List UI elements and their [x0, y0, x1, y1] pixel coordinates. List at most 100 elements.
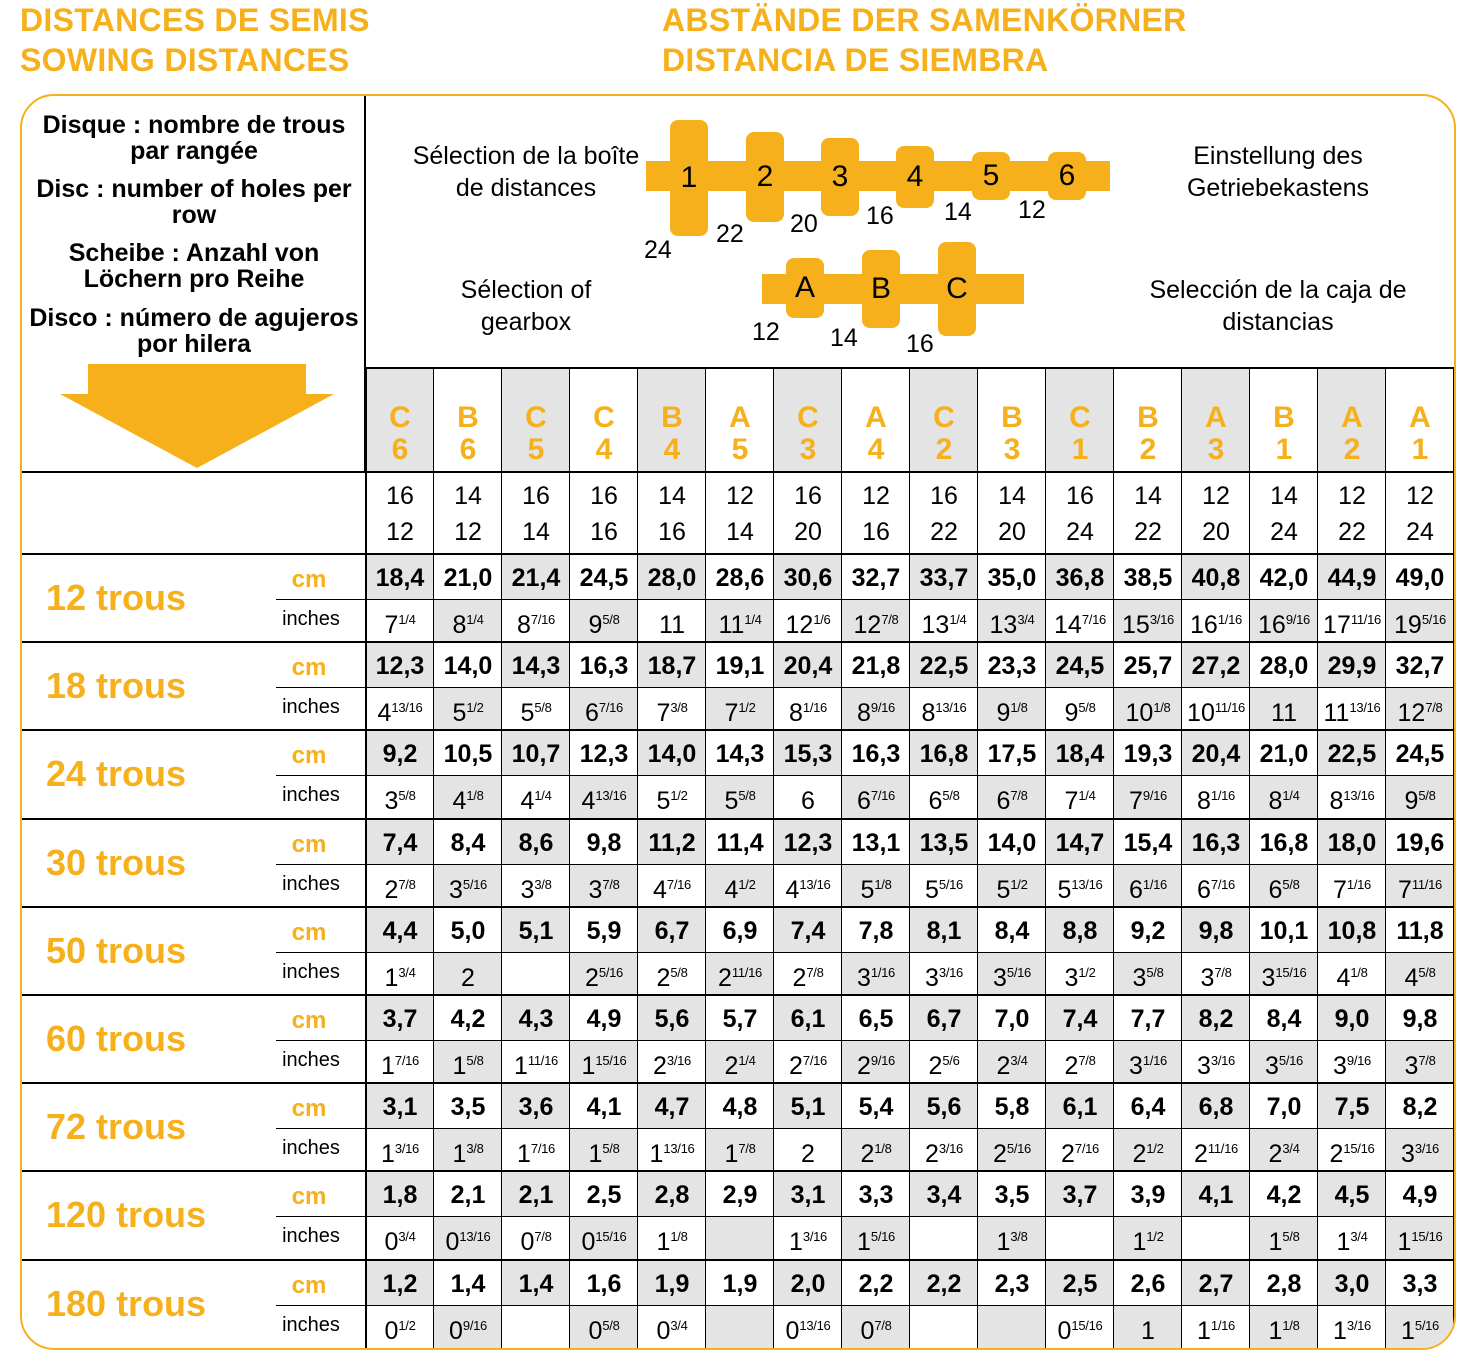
title-es: DISTANCIA DE SIEMBRA [662, 42, 1049, 78]
inch-value: 95/8 [570, 600, 638, 645]
inch-value: 37/8 [1386, 1041, 1454, 1086]
cm-value: 44,9 [1327, 564, 1377, 592]
inch-fraction: 1/6 [813, 612, 831, 627]
inch-fraction: 1/8 [1153, 700, 1171, 716]
inch-whole: 1 [1132, 1228, 1147, 1257]
cm-value: 21,0 [443, 564, 493, 592]
inch-whole: 16 [1190, 611, 1218, 639]
inch-value: 95/8 [1046, 688, 1114, 733]
gear-bar [646, 161, 1110, 191]
inch-value: 81/4 [1250, 776, 1318, 821]
column-number: 3 [1003, 433, 1021, 466]
inch-fraction: 5/16 [1278, 1053, 1303, 1068]
inch-value: 81/4 [434, 600, 502, 645]
inch-value: 65/8 [910, 776, 978, 821]
inch-whole: 3 [924, 963, 939, 992]
cm-value: 30,6 [783, 564, 833, 592]
inch-whole: 5 [924, 875, 939, 904]
inch-value: 33/8 [502, 865, 570, 910]
divider-line [366, 367, 1454, 369]
cm-cell-shade [1046, 906, 1114, 953]
cm-unit-label: cm [291, 830, 327, 858]
inch-fraction: 1/16 [1210, 1317, 1235, 1333]
teeth-bottom: 24 [1270, 518, 1298, 546]
cm-value: 8,4 [1266, 1005, 1302, 1033]
inch-whole: 5 [860, 875, 875, 904]
cm-value: 11,8 [1396, 916, 1444, 945]
inch-value: 013/16 [774, 1306, 842, 1348]
inch-value: 211/16 [706, 953, 774, 998]
cm-value: 19,3 [1123, 740, 1173, 769]
cm-value: 4,7 [654, 1093, 690, 1122]
column-number: 4 [595, 433, 613, 466]
column-shade [774, 368, 842, 472]
inch-whole: 2 [1060, 1140, 1075, 1169]
cm-value: 1,9 [654, 1269, 690, 1298]
inch-cell-shade [978, 952, 1046, 995]
inch-cell-shade [1114, 864, 1182, 907]
cm-value: 8,6 [518, 828, 554, 857]
inch-fraction: 15/16 [595, 1229, 627, 1245]
cm-cell-shade [774, 818, 842, 865]
inch-fraction: 11/16 [527, 1053, 558, 1068]
teeth-top: 16 [386, 482, 414, 510]
row-label: 180 trous [46, 1282, 207, 1324]
inch-fraction: 1/8 [1350, 964, 1368, 980]
cm-unit-label: cm [291, 1007, 327, 1034]
inch-whole: 6 [1128, 875, 1143, 904]
inch-value: 47/16 [638, 865, 706, 910]
cm-value: 7,8 [858, 916, 894, 945]
selection-de-label: Einstellung des Getriebekastens [1186, 142, 1370, 202]
row-label: 18 trous [46, 665, 187, 707]
inch-whole: 7 [1332, 875, 1347, 904]
inch-cell-shade [978, 600, 1046, 642]
inch-value: 41/2 [706, 865, 774, 910]
cm-value: 6,8 [1198, 1093, 1234, 1122]
cm-value: 42,0 [1259, 564, 1309, 592]
inch-value: 101/8 [1114, 688, 1182, 733]
cm-cell-shade [910, 906, 978, 953]
column-number: 1 [1411, 433, 1429, 466]
inch-value: 11 [1250, 688, 1318, 733]
column-shade [910, 368, 978, 472]
title-de: ABSTÄNDE DER SAMENKÖRNER [662, 2, 1187, 38]
sowing-table: C 6 16 12 B 6 14 12 C 5 16 14 C 4 16 16 B 4 14 16 A 5 12 14 C 3 16… [20, 94, 1456, 1350]
inch-cell-shade [842, 1129, 910, 1172]
inch-cell-shade [842, 864, 910, 907]
inch-whole: 2 [1132, 1140, 1147, 1169]
inch-whole: 3 [856, 963, 871, 992]
inch-value: 71/4 [366, 600, 434, 645]
teeth-bottom: 22 [930, 518, 958, 546]
inch-whole: 5 [996, 875, 1011, 904]
column-divider [1249, 368, 1250, 1348]
cm-value: 8,2 [1198, 1005, 1234, 1033]
inch-fraction: 15/16 [1275, 964, 1307, 980]
inch-whole: 1 [724, 1140, 739, 1169]
cm-value: 5,6 [654, 1005, 690, 1033]
gear-teeth-label: 12 [752, 318, 780, 346]
inch-value: 6 [774, 776, 842, 821]
inch-value: 73/8 [638, 688, 706, 733]
inch-value: 195/16 [1386, 600, 1454, 645]
cm-cell-shade [366, 906, 434, 953]
inch-whole: 2 [584, 963, 599, 992]
inch-cell-shade [434, 952, 502, 995]
inch-value: 33/16 [1386, 1129, 1454, 1174]
cm-value: 4,2 [1266, 1181, 1302, 1210]
inch-whole: 8 [921, 699, 936, 728]
title-en: SOWING DISTANCES [20, 42, 350, 78]
inch-fraction: 3/4 [1010, 1053, 1028, 1068]
inch-fraction: 1/2 [670, 788, 688, 804]
inch-whole: 4 [652, 875, 667, 904]
gear-box: C [938, 242, 976, 336]
inch-cell-shade [434, 1217, 502, 1260]
inch-fraction: 11/16 [1411, 876, 1442, 892]
inches-unit-label: inches [282, 1049, 340, 1071]
cm-value: 8,2 [1402, 1093, 1438, 1122]
inch-cell-shade [706, 864, 774, 907]
row-divider [22, 1082, 1454, 1085]
inch-cell-shade [1386, 776, 1454, 819]
inches-unit-label: inches [282, 608, 340, 630]
inch-fraction: 7/16 [1074, 1141, 1099, 1157]
cm-value: 33,7 [919, 564, 969, 592]
